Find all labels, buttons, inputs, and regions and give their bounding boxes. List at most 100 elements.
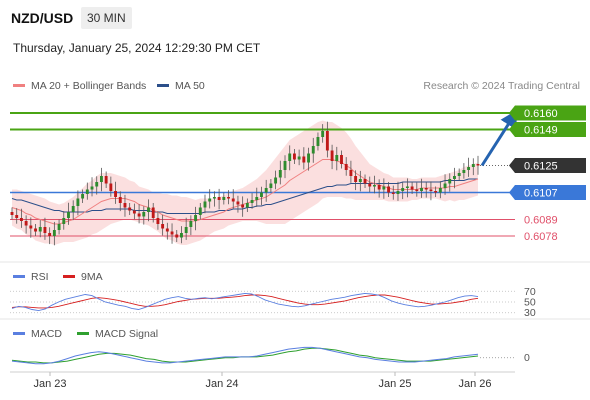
candle-body: [175, 234, 179, 238]
candle-body: [34, 228, 37, 232]
candle-body: [245, 203, 249, 208]
legend-ma50-label: MA 50: [175, 80, 205, 92]
candle-body: [429, 189, 433, 191]
candle-body: [358, 179, 362, 182]
candle-body: [208, 198, 212, 202]
candle: [231, 189, 235, 209]
candle-body: [19, 218, 23, 221]
candle: [443, 174, 447, 195]
rsi-swatch: [13, 274, 25, 278]
candle: [448, 173, 452, 192]
legend-ma50: MA 50: [157, 80, 205, 92]
rsi-line: [11, 292, 479, 312]
legend-ma9: 9MA: [63, 271, 103, 283]
ma20-swatch: [13, 83, 25, 87]
candle: [151, 203, 155, 223]
candle: [424, 182, 428, 198]
candle-body: [165, 228, 169, 232]
candle-body: [24, 221, 28, 226]
candle-body: [241, 204, 245, 208]
level-label-0.6125: 0.6125: [524, 160, 558, 172]
candle-body: [10, 212, 14, 215]
candle: [283, 155, 287, 179]
candle: [10, 207, 14, 220]
candle-body: [114, 191, 118, 197]
level-label-pointer-0.6160: [509, 105, 515, 121]
candle: [250, 193, 254, 209]
candle: [321, 124, 325, 143]
bollinger-band-layer: [12, 120, 478, 245]
candle: [212, 191, 216, 207]
candle: [344, 157, 348, 176]
candle-body: [156, 218, 160, 224]
candle: [368, 176, 372, 193]
candle-body: [311, 146, 315, 154]
candle-body: [363, 179, 367, 184]
candle-body: [62, 218, 66, 224]
candle: [184, 217, 188, 240]
candle: [189, 215, 193, 236]
candle: [114, 181, 118, 204]
candle-body: [453, 176, 456, 179]
macd-signal-line: [11, 347, 479, 364]
candle-body: [170, 231, 174, 235]
candle: [245, 198, 249, 212]
ma50-line: [11, 178, 478, 214]
legend-macd-signal-label: MACD Signal: [95, 328, 159, 340]
candle: [109, 176, 113, 197]
ma9-swatch: [63, 274, 75, 278]
candle: [217, 188, 221, 210]
level-label-0.6089: 0.6089: [524, 214, 558, 226]
candle-body: [203, 201, 207, 208]
candle-body: [354, 176, 358, 182]
candle-body: [194, 215, 198, 221]
candle: [278, 160, 282, 185]
candle-body: [420, 188, 423, 191]
candle-body: [147, 207, 150, 212]
candle: [132, 203, 136, 220]
x-tick-label-3: Jan 26: [458, 378, 491, 390]
candle: [335, 146, 339, 171]
macd-signal-swatch: [77, 331, 89, 335]
candle: [387, 182, 391, 197]
x-tick-label-2: Jan 25: [378, 378, 411, 390]
candle: [170, 223, 174, 244]
candle-body: [415, 189, 419, 191]
candle: [429, 181, 433, 201]
projection-layer: [480, 109, 518, 167]
candle-body: [457, 173, 461, 176]
level-label-0.6078: 0.6078: [524, 231, 558, 243]
candle: [165, 222, 169, 240]
candle: [307, 147, 310, 171]
macd-line: [11, 346, 479, 365]
candle-body: [137, 213, 141, 217]
candle-body: [283, 161, 287, 170]
candle-body: [15, 215, 19, 218]
candle: [255, 187, 259, 207]
candle: [123, 194, 127, 217]
legend-ma9-label: 9MA: [81, 271, 103, 283]
candle-body: [434, 191, 438, 193]
candle-body: [109, 183, 113, 191]
candle: [90, 177, 94, 197]
candle: [147, 199, 150, 222]
candle: [137, 204, 141, 224]
rsi-tick-70: 70: [524, 286, 536, 298]
candle: [43, 217, 47, 240]
candle: [104, 171, 108, 188]
candle-body: [38, 227, 42, 232]
candle: [372, 175, 376, 194]
candle: [67, 202, 70, 225]
macd-swatch: [13, 331, 25, 335]
candle: [38, 220, 42, 238]
candle-body: [260, 192, 263, 197]
candle: [274, 170, 278, 190]
candle: [29, 217, 33, 238]
candle-body: [29, 225, 33, 229]
candle-body: [424, 188, 428, 190]
candle: [292, 149, 296, 164]
timeframe-button[interactable]: 30 MIN: [81, 7, 132, 29]
candle-body: [321, 131, 325, 137]
x-tick-label-1: Jan 24: [205, 378, 238, 390]
